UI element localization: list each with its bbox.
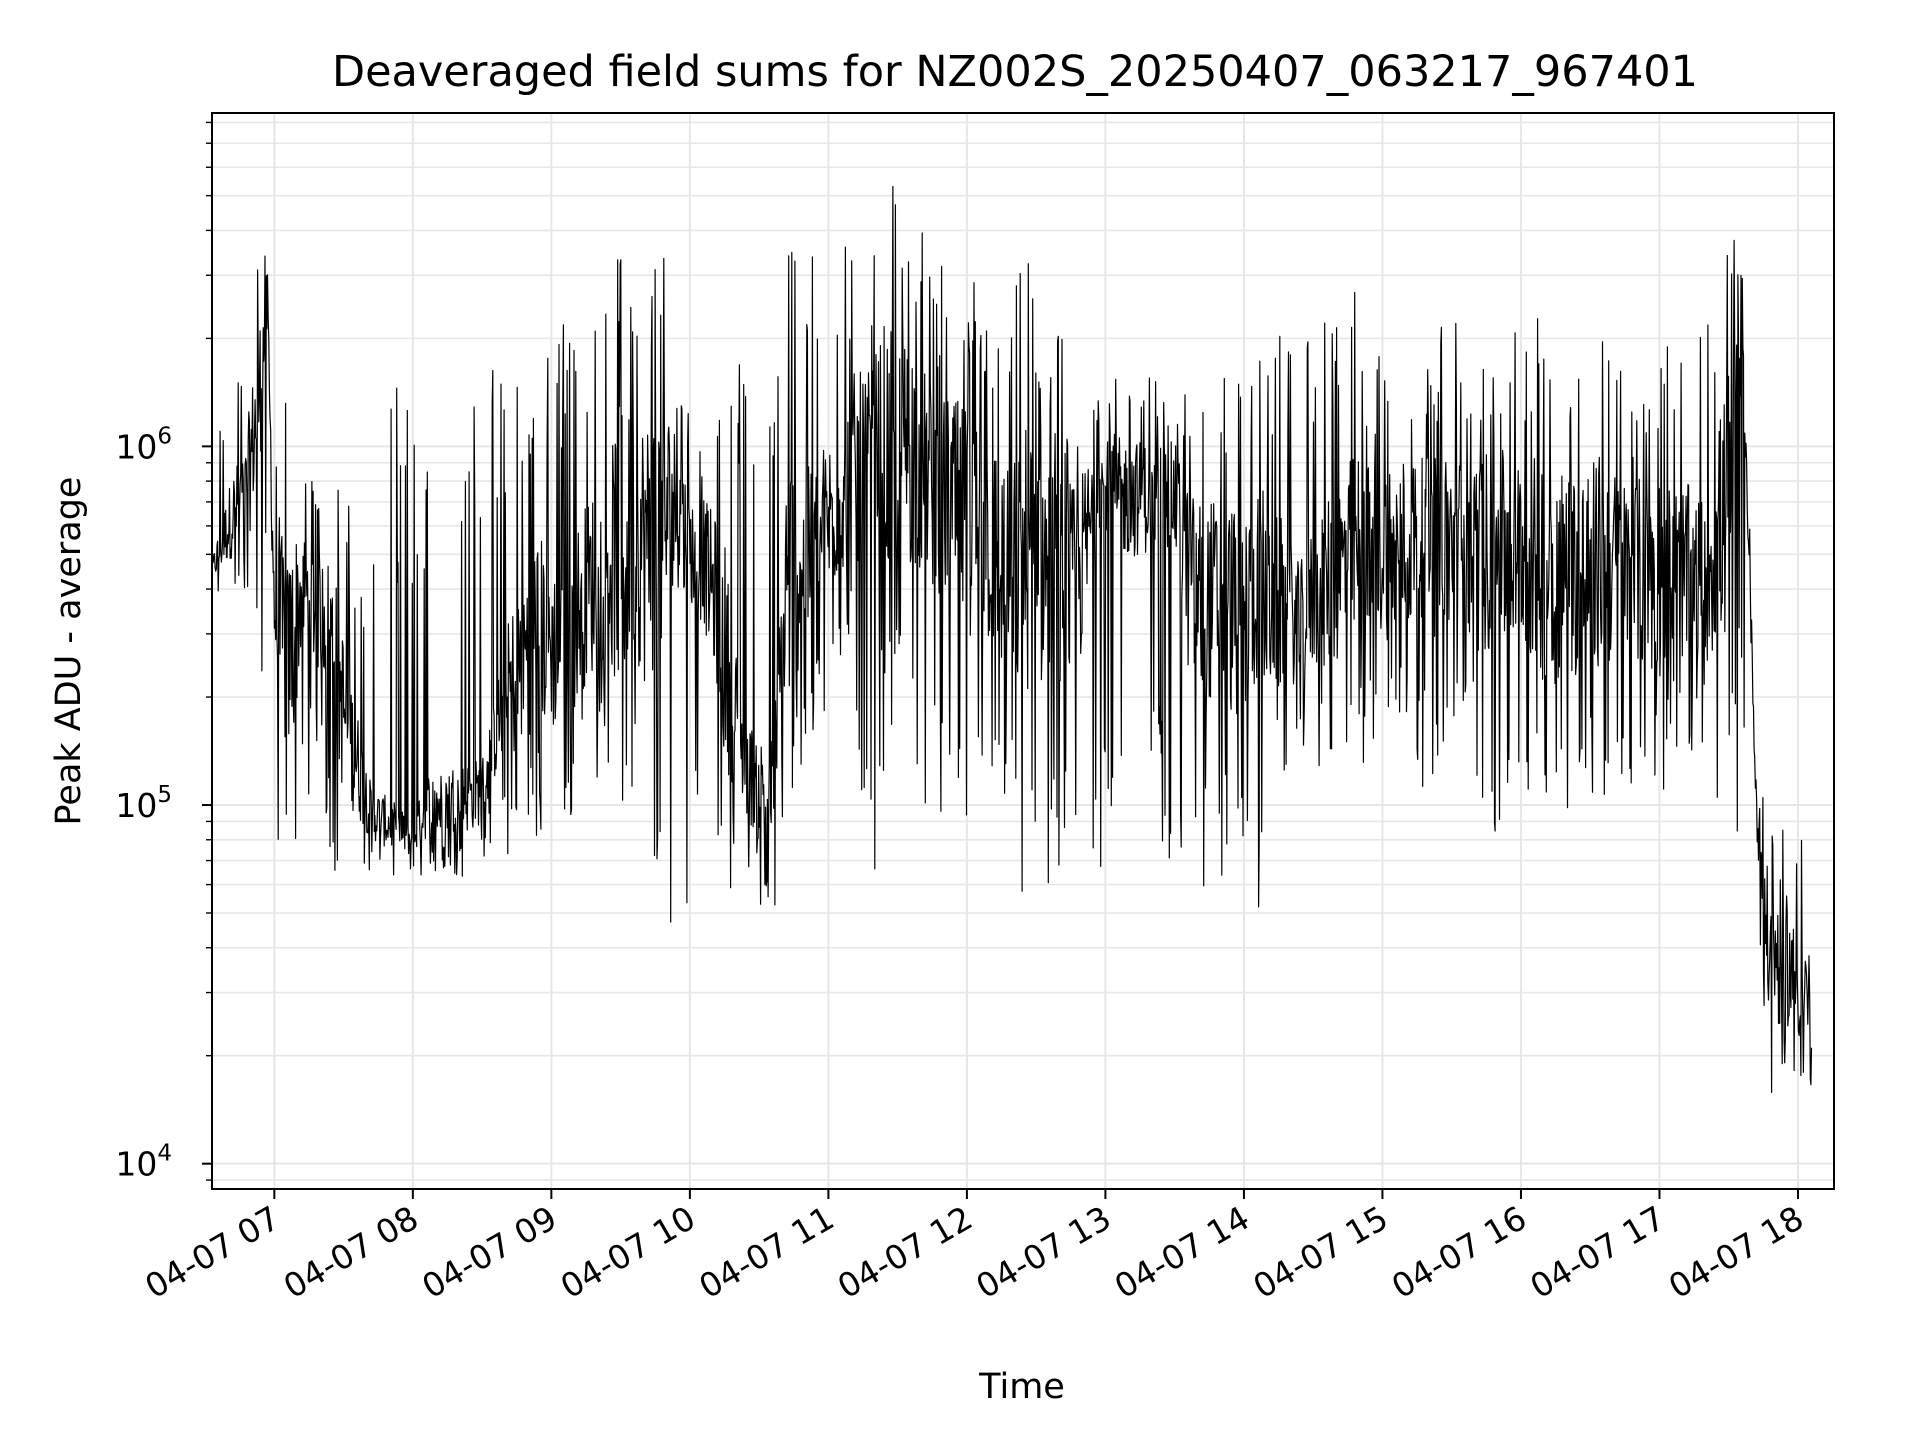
y-tick-exponent: 5	[157, 782, 172, 808]
x-axis-label: Time	[978, 1367, 1065, 1407]
y-tick-exponent: 4	[157, 1141, 172, 1167]
y-tick-base: 10	[115, 786, 157, 825]
grid-layer	[212, 113, 1834, 1189]
y-tick-exponent: 6	[157, 423, 172, 449]
plot-frame	[211, 112, 1835, 1190]
y-tick-base: 10	[115, 427, 157, 466]
series-layer	[211, 185, 1813, 1093]
y-tick-label: 105	[115, 782, 172, 825]
y-tick-base: 10	[115, 1145, 157, 1184]
y-tick-label: 104	[115, 1141, 172, 1184]
series-line	[211, 185, 1813, 1093]
y-tick-label: 106	[115, 423, 172, 466]
y-axis-label: Peak ADU - average	[49, 477, 89, 826]
chart-title: Deaveraged field sums for NZ002S_2025040…	[332, 47, 1698, 97]
